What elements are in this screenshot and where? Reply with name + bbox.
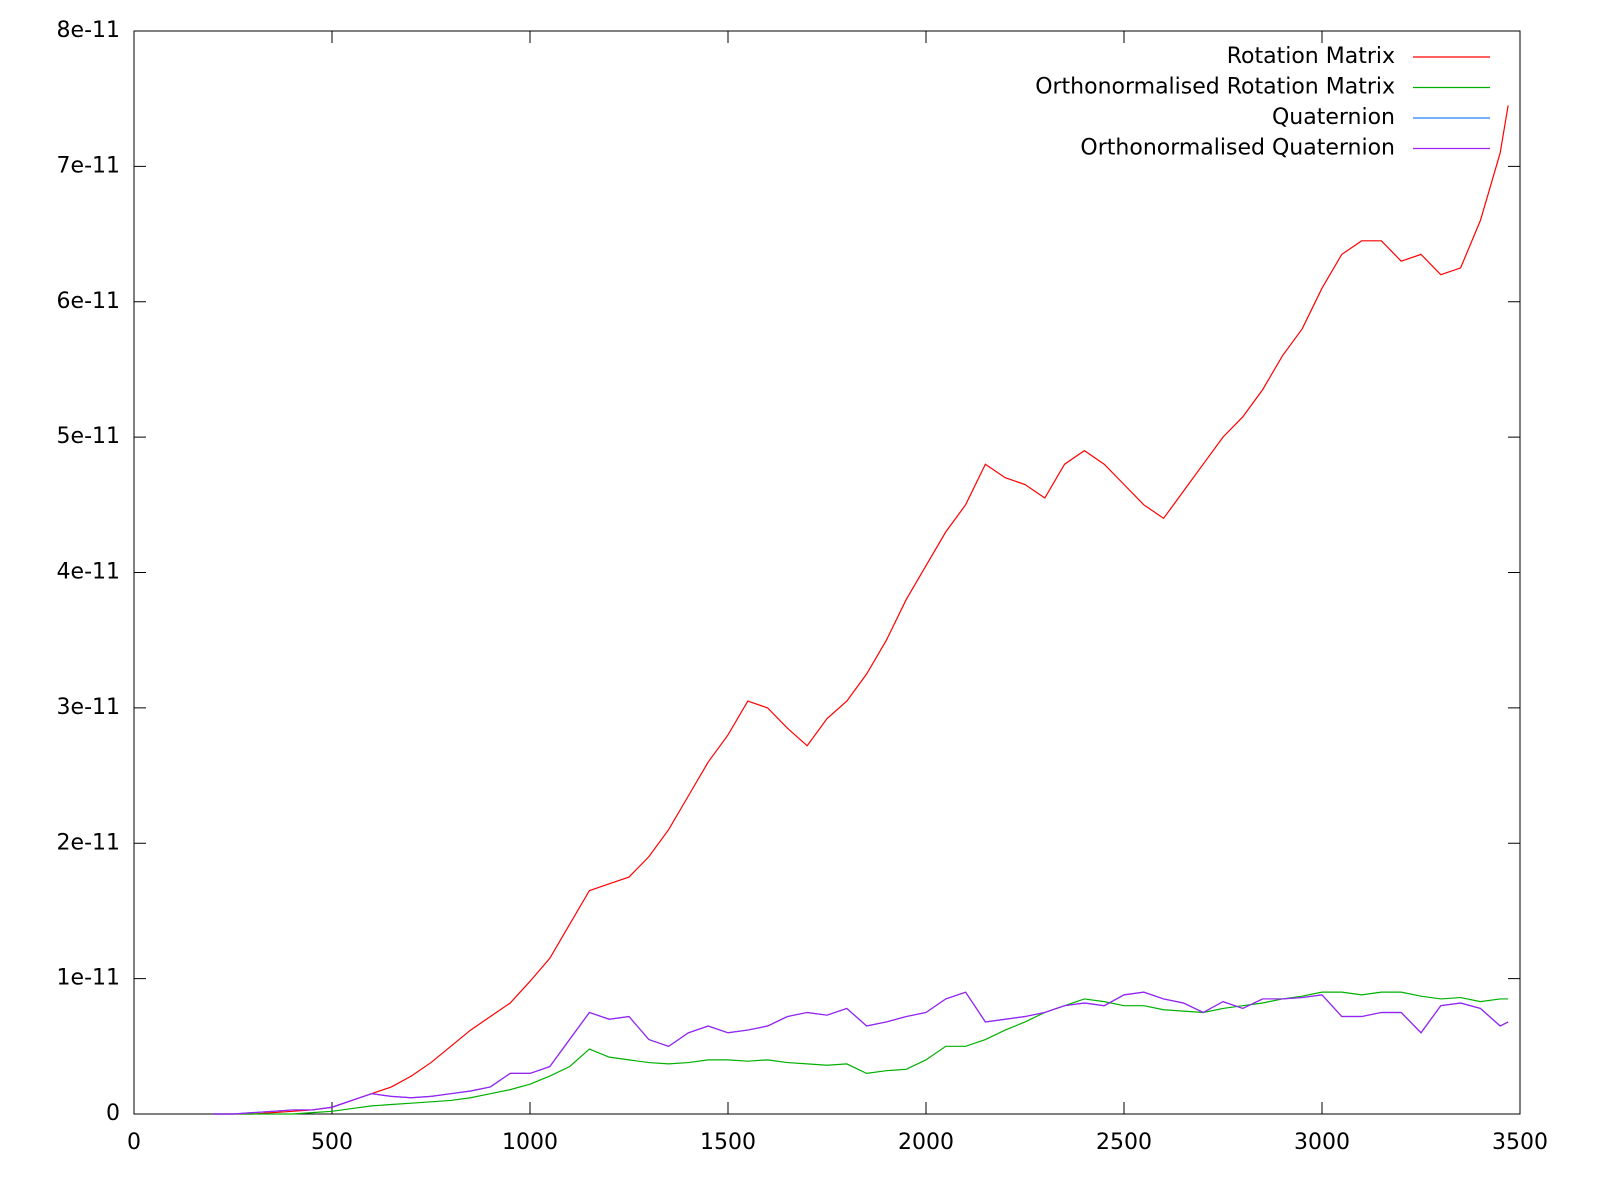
- x-tick-label: 500: [311, 1130, 353, 1155]
- x-tick-label: 1500: [700, 1130, 756, 1155]
- x-tick-label: 3500: [1492, 1130, 1548, 1155]
- legend-label: Orthonormalised Quaternion: [1080, 136, 1395, 161]
- x-tick-label: 0: [127, 1130, 141, 1155]
- legend-label: Orthonormalised Rotation Matrix: [1035, 75, 1395, 100]
- y-tick-label: 7e-11: [57, 153, 120, 178]
- y-tick-label: 0: [106, 1101, 120, 1126]
- series-line: [213, 991, 1509, 1115]
- legend-label: Rotation Matrix: [1227, 44, 1395, 69]
- x-tick-label: 1000: [502, 1130, 558, 1155]
- x-tick-label: 2500: [1096, 1130, 1152, 1155]
- y-tick-label: 4e-11: [57, 560, 120, 585]
- x-tick-label: 3000: [1294, 1130, 1350, 1155]
- plot-frame: [133, 30, 1521, 1115]
- y-tick-label: 5e-11: [57, 424, 120, 449]
- y-tick-label: 2e-11: [57, 830, 120, 855]
- series-line: [213, 991, 1509, 1115]
- series-line: [213, 991, 1509, 1115]
- y-tick-label: 8e-11: [57, 18, 120, 43]
- legend-label: Quaternion: [1272, 105, 1395, 130]
- y-tick-label: 6e-11: [57, 289, 120, 314]
- x-tick-label: 2000: [898, 1130, 954, 1155]
- y-tick-label: 3e-11: [57, 695, 120, 720]
- series-line: [213, 105, 1509, 1115]
- y-tick-label: 1e-11: [57, 966, 120, 991]
